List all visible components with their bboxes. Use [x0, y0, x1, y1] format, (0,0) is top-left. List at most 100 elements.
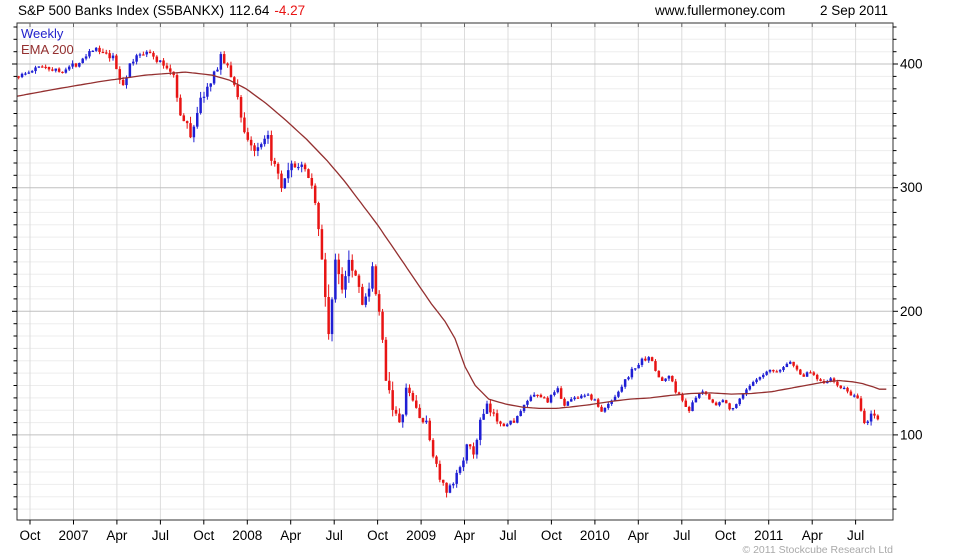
candle-up: [623, 379, 627, 387]
candle-down: [236, 84, 239, 98]
candle-down: [47, 66, 51, 70]
candle-down: [411, 392, 415, 401]
candle-down: [222, 54, 226, 64]
candle-down: [428, 420, 431, 441]
candle-up: [192, 126, 196, 138]
x-axis-label: Apr: [628, 528, 650, 543]
candle-down: [728, 403, 731, 410]
candle-up: [212, 71, 216, 84]
y-axis-label: 200: [900, 304, 923, 319]
candle-up: [745, 389, 748, 395]
y-axis-label: 300: [900, 180, 923, 195]
candle-down: [836, 381, 839, 386]
candle-up: [829, 378, 832, 382]
candle-up: [485, 403, 489, 414]
candle-down: [324, 259, 327, 297]
candle-up: [71, 63, 74, 67]
candle-down: [391, 390, 394, 410]
candle-up: [260, 144, 263, 148]
candle-down: [121, 79, 125, 86]
candle-down: [873, 413, 876, 416]
candle-up: [462, 460, 465, 468]
candle-up: [758, 377, 762, 380]
candle-down: [600, 406, 603, 412]
candle-down: [445, 482, 448, 493]
plot-border: [16, 22, 894, 521]
candle-up: [88, 51, 91, 57]
candle-up: [475, 439, 479, 455]
candle-up: [569, 399, 573, 402]
candle-down: [182, 115, 186, 122]
candle-up: [34, 67, 37, 72]
candle-up: [300, 164, 303, 167]
candle-up: [30, 71, 34, 73]
candle-down: [169, 68, 172, 72]
candle-up: [425, 420, 428, 423]
candle-up: [853, 395, 856, 397]
candle-down: [438, 463, 442, 480]
legend-frequency-label: Weekly: [21, 26, 64, 41]
candle-up: [158, 60, 162, 62]
candle-down: [839, 385, 843, 389]
candle-up: [452, 483, 455, 486]
candle-down: [357, 275, 361, 287]
candle-up: [54, 68, 57, 71]
candle-down: [98, 47, 101, 52]
candle-down: [859, 398, 863, 411]
y-axis-label: 100: [900, 427, 923, 442]
candle-up: [647, 357, 650, 361]
candle-up: [290, 163, 293, 171]
candle-up: [691, 402, 694, 412]
candle-down: [142, 54, 145, 56]
candle-up: [869, 413, 873, 422]
candle-up: [347, 259, 351, 277]
candle-up: [586, 394, 590, 396]
x-axis-label: Oct: [193, 528, 214, 543]
x-axis-label: 2011: [754, 528, 783, 543]
candle-down: [681, 393, 684, 401]
x-axis-label: Jul: [673, 528, 690, 543]
candle-up: [748, 385, 752, 390]
candle-down: [115, 55, 118, 70]
candle-up: [765, 371, 768, 375]
copyright-notice: © 2011 Stockcube Research Ltd: [742, 544, 893, 556]
candle-up: [216, 69, 219, 72]
candle-down: [472, 446, 475, 455]
candle-up: [202, 96, 206, 98]
candle-up: [731, 407, 735, 410]
candle-up: [620, 386, 624, 392]
candle-down: [650, 357, 654, 362]
candle-up: [199, 97, 202, 113]
candle-down: [270, 135, 273, 161]
candle-up: [603, 407, 607, 412]
candle-up: [78, 63, 81, 67]
candle-down: [243, 117, 246, 133]
candle-down: [229, 65, 233, 78]
candle-up: [455, 472, 458, 484]
candle-down: [233, 77, 236, 85]
candle-down: [415, 400, 418, 408]
candle-down: [819, 379, 822, 381]
candle-up: [532, 394, 536, 397]
candle-up: [81, 58, 84, 64]
candle-down: [327, 297, 330, 335]
candle-up: [637, 364, 640, 369]
candle-down: [165, 65, 169, 69]
candle-up: [505, 424, 509, 427]
candle-down: [431, 440, 435, 457]
candle-down: [536, 394, 539, 397]
candle-down: [546, 397, 549, 403]
candle-up: [334, 259, 337, 300]
candle-up: [482, 413, 485, 420]
candle-down: [775, 371, 779, 373]
candle-up: [266, 135, 270, 139]
candle-up: [617, 391, 620, 397]
candle-down: [179, 97, 182, 116]
candle-up: [613, 396, 617, 401]
candle-down: [249, 139, 253, 146]
candle-down: [421, 418, 425, 423]
candle-down: [684, 400, 688, 407]
candle-down: [118, 69, 122, 80]
